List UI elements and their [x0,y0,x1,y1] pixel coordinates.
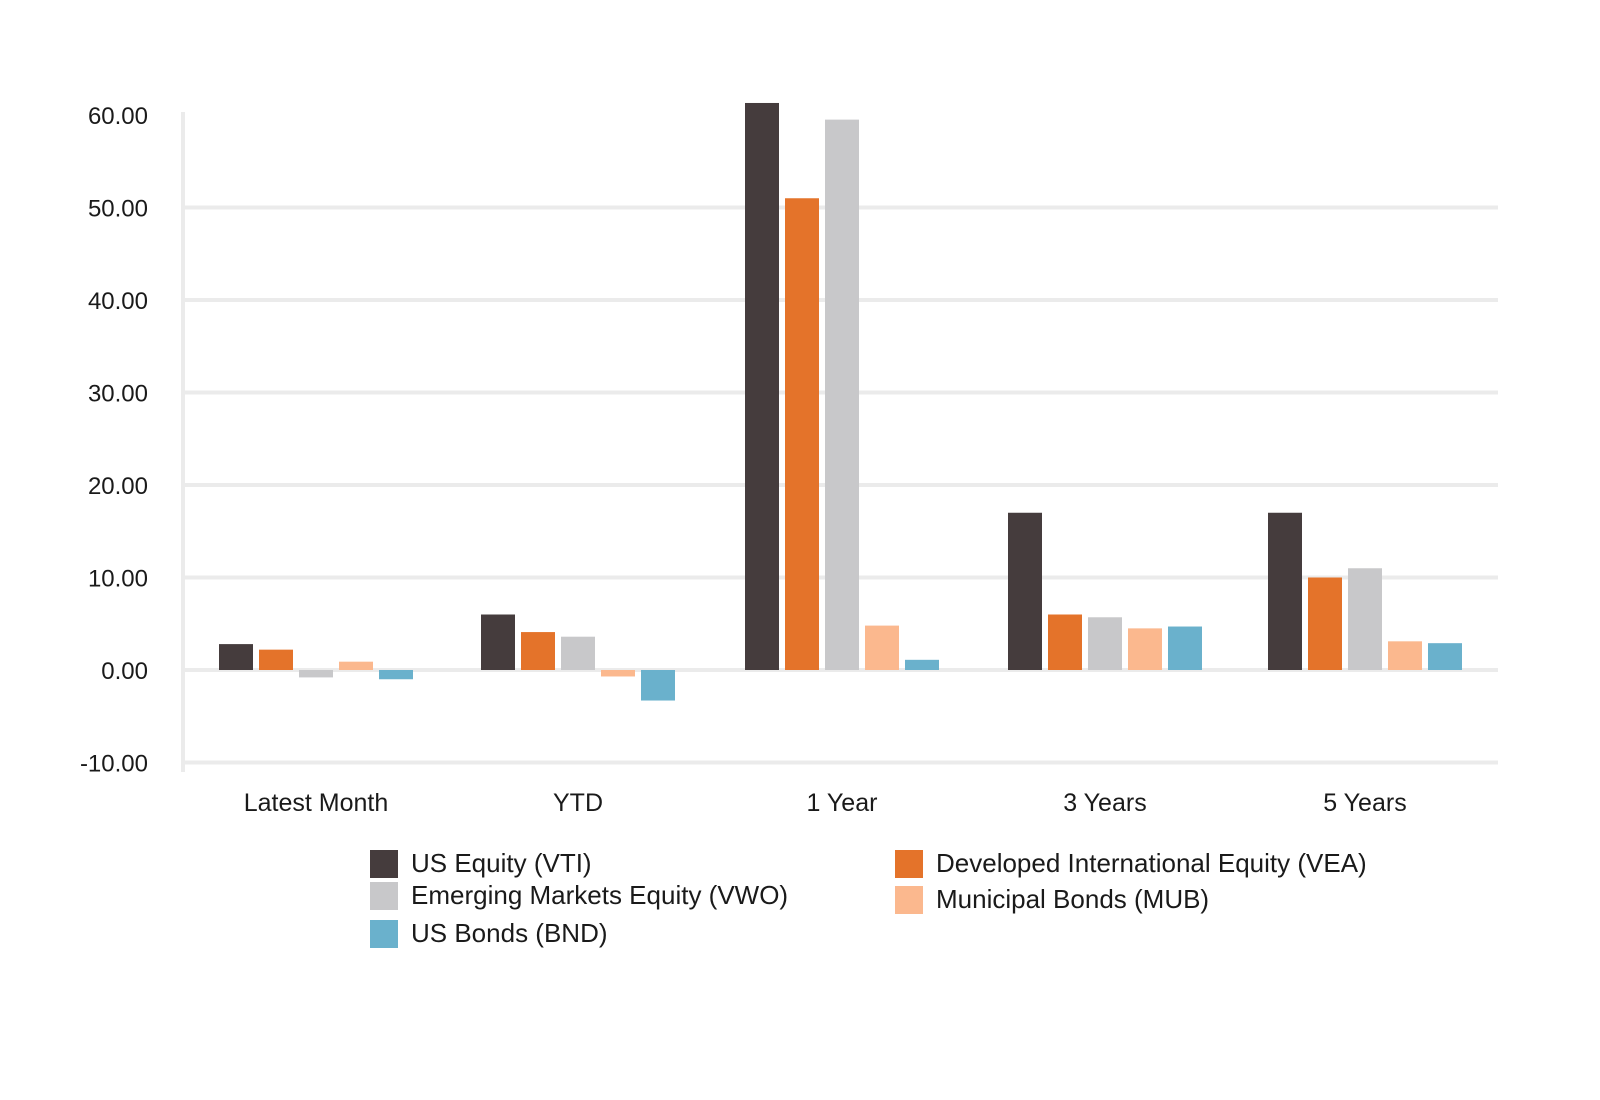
bar [601,670,635,677]
bar [339,661,373,670]
y-tick-label: 40.00 [88,288,148,315]
bar [299,670,333,678]
legend-label-developed-international: Developed International Equity (VEA) [936,848,1367,878]
legend-swatch-us-bonds [370,919,398,948]
bar [1048,614,1082,670]
bar [561,636,595,670]
bar [521,632,555,670]
legend-item-emerging-markets: Emerging Markets Equity (VWO) [370,880,788,911]
legend-swatch-us-equity [370,849,398,878]
bar [481,614,515,670]
bar [865,625,899,670]
bar [1268,512,1302,670]
legend-item-us-bonds: US Bonds (BND) [370,918,608,949]
bar [1388,641,1422,670]
bar [1168,626,1202,670]
y-tick-label: 60.00 [88,103,148,130]
legend-swatch-municipal-bonds [895,885,923,914]
y-tick-label: 20.00 [88,473,148,500]
legend-swatch-emerging-markets [370,881,398,910]
y-tick-label: 30.00 [88,381,148,408]
legend-swatch-developed-international [895,849,923,878]
bar [1008,512,1042,670]
legend: US Equity (VTI) Emerging Markets Equity … [370,848,1470,968]
bar [825,119,859,670]
y-tick-label: 0.00 [101,658,148,685]
legend-label-us-bonds: US Bonds (BND) [411,918,608,948]
bar [905,659,939,670]
x-category-label: 3 Years [1063,789,1146,817]
y-tick-label: 10.00 [88,566,148,593]
bar [259,649,293,670]
bar [1428,643,1462,670]
bar [785,198,819,670]
y-tick-label: -10.00 [80,751,148,778]
legend-label-emerging-markets: Emerging Markets Equity (VWO) [411,880,789,910]
bar [219,644,253,670]
x-category-label: YTD [553,789,603,817]
bar [1308,577,1342,670]
bar [1128,628,1162,670]
x-category-label: Latest Month [244,789,389,817]
x-category-label: 1 Year [807,789,878,817]
legend-label-us-equity: US Equity (VTI) [411,848,592,878]
legend-item-us-equity: US Equity (VTI) [370,848,592,879]
legend-item-municipal-bonds: Municipal Bonds (MUB) [895,884,1209,915]
legend-item-developed-international: Developed International Equity (VEA) [895,848,1367,879]
x-category-label: 5 Years [1323,789,1406,817]
bar [641,670,675,701]
bar [1088,617,1122,670]
bar [1348,568,1382,670]
legend-label-municipal-bonds: Municipal Bonds (MUB) [936,884,1210,914]
bar [745,102,779,671]
bar [379,670,413,680]
y-tick-label: 50.00 [88,196,148,223]
